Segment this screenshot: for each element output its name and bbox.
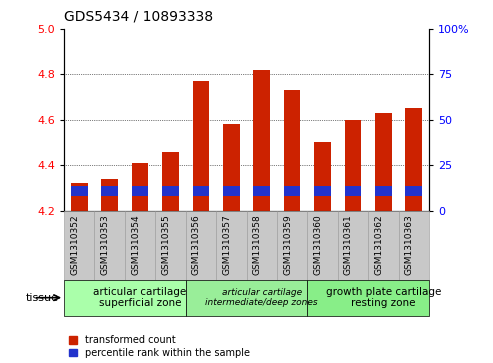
Bar [186, 280, 307, 316]
Bar [405, 109, 422, 211]
Bar [284, 90, 300, 211]
Text: GSM1310354: GSM1310354 [131, 214, 140, 275]
Text: GSM1310360: GSM1310360 [314, 214, 322, 275]
Bar [307, 280, 429, 316]
Bar [398, 211, 429, 280]
Bar [307, 211, 338, 280]
Bar [223, 185, 240, 196]
Text: GDS5434 / 10893338: GDS5434 / 10893338 [64, 9, 213, 24]
Bar [345, 120, 361, 211]
Bar [193, 81, 209, 211]
Bar [125, 211, 155, 280]
Bar [162, 185, 179, 196]
Bar [338, 211, 368, 280]
Text: GSM1310361: GSM1310361 [344, 214, 353, 275]
Bar [64, 280, 186, 316]
Bar [64, 211, 95, 280]
Text: GSM1310355: GSM1310355 [162, 214, 171, 275]
Bar [284, 185, 300, 196]
Bar [314, 185, 331, 196]
Bar [132, 163, 148, 211]
Text: GSM1310359: GSM1310359 [283, 214, 292, 275]
Text: tissue: tissue [26, 293, 59, 303]
Bar [102, 179, 118, 211]
Text: GSM1310363: GSM1310363 [405, 214, 414, 275]
Bar [186, 211, 216, 280]
Bar [132, 185, 148, 196]
Bar [155, 211, 186, 280]
Text: GSM1310356: GSM1310356 [192, 214, 201, 275]
Bar [345, 185, 361, 196]
Bar [162, 152, 179, 211]
Bar [375, 185, 391, 196]
Bar [95, 211, 125, 280]
Text: GSM1310353: GSM1310353 [101, 214, 109, 275]
Bar [253, 185, 270, 196]
Bar [102, 185, 118, 196]
Bar [277, 211, 307, 280]
Bar [253, 70, 270, 211]
Bar [375, 113, 391, 211]
Text: articular cartilage
superficial zone: articular cartilage superficial zone [94, 287, 187, 309]
Text: GSM1310362: GSM1310362 [374, 214, 384, 275]
Bar [71, 185, 88, 196]
Legend: transformed count, percentile rank within the sample: transformed count, percentile rank withi… [69, 335, 249, 358]
Bar [368, 211, 398, 280]
Bar [71, 183, 88, 211]
Bar [314, 143, 331, 211]
Text: articular cartilage
intermediate/deep zones: articular cartilage intermediate/deep zo… [206, 288, 318, 307]
Text: GSM1310358: GSM1310358 [253, 214, 262, 275]
Bar [246, 211, 277, 280]
Bar [193, 185, 209, 196]
Text: GSM1310352: GSM1310352 [70, 214, 79, 275]
Text: growth plate cartilage
resting zone: growth plate cartilage resting zone [325, 287, 441, 309]
Text: GSM1310357: GSM1310357 [222, 214, 231, 275]
Bar [216, 211, 246, 280]
Bar [223, 124, 240, 211]
Bar [405, 185, 422, 196]
